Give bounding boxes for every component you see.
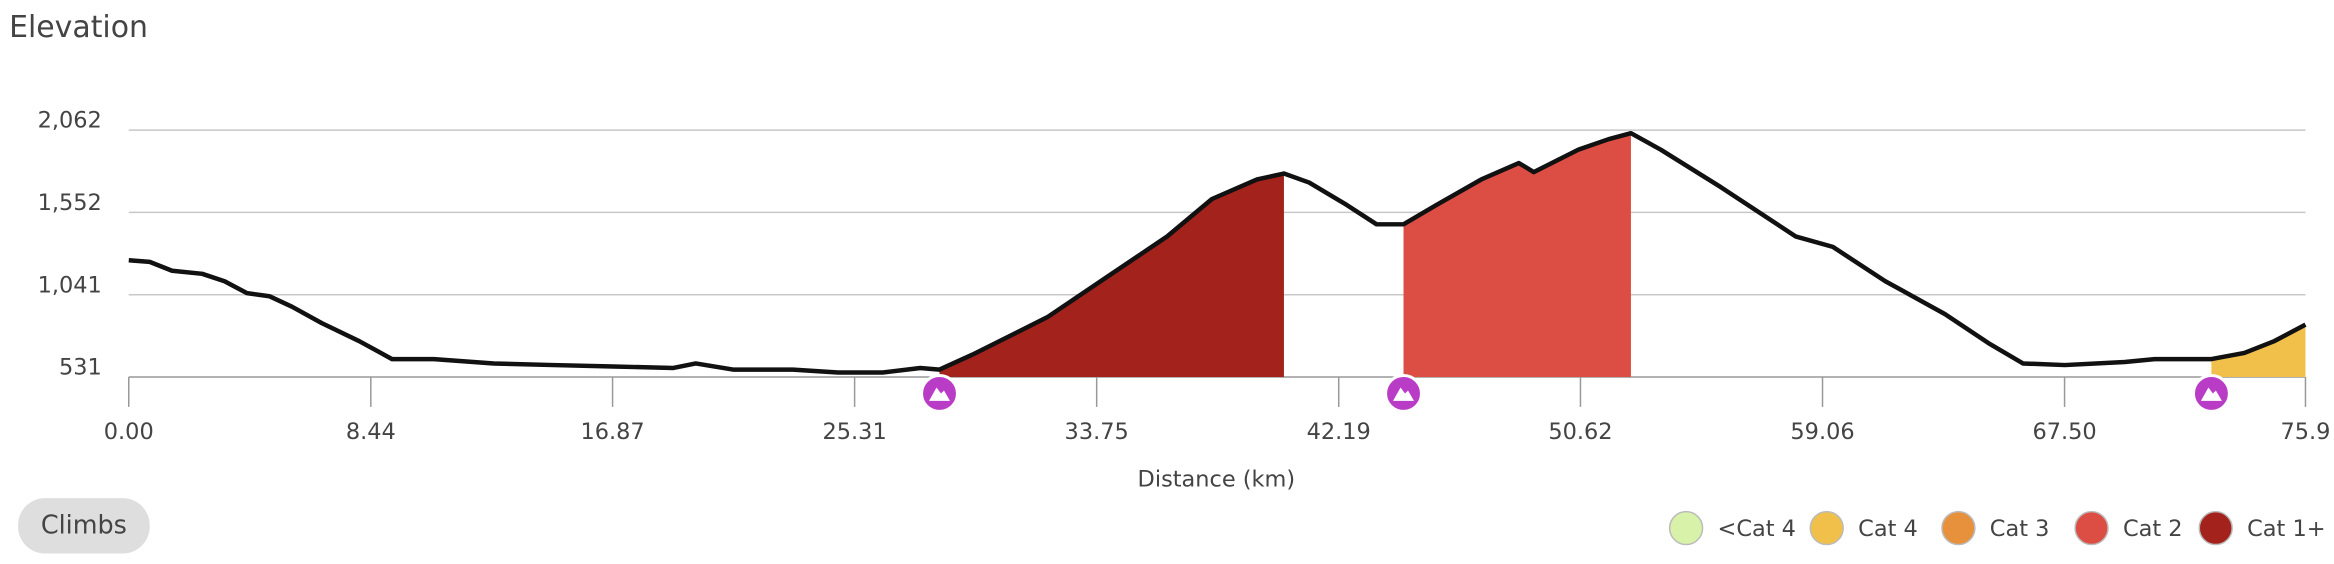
legend-label: Cat 4 bbox=[1858, 516, 1918, 542]
x-tick-label: 33.75 bbox=[1065, 419, 1129, 445]
mountain-icon bbox=[2200, 387, 2222, 401]
y-tick-label: 531 bbox=[59, 355, 102, 381]
legend-label: Cat 1+ bbox=[2247, 516, 2325, 542]
x-axis-label: Distance (km) bbox=[1138, 467, 1296, 493]
legend-swatch bbox=[2198, 510, 2233, 546]
legend-swatch bbox=[1668, 510, 1704, 546]
x-tick-label: 42.19 bbox=[1307, 419, 1371, 445]
legend-swatch bbox=[1809, 510, 1844, 546]
x-tick-label: 16.87 bbox=[580, 419, 644, 445]
y-tick-label: 1,041 bbox=[38, 272, 102, 298]
y-tick-label: 2,062 bbox=[38, 108, 102, 134]
chart-title: Elevation bbox=[9, 10, 148, 45]
legend-swatch bbox=[1941, 510, 1976, 546]
x-tick-label: 25.31 bbox=[823, 419, 887, 445]
x-tick-label: 59.06 bbox=[1790, 419, 1854, 445]
legend-swatch bbox=[2074, 510, 2109, 546]
climbs-button-label[interactable]: Climbs bbox=[41, 510, 127, 540]
x-tick-label: 75.9 bbox=[2280, 419, 2330, 445]
x-tick-label: 50.62 bbox=[1548, 419, 1612, 445]
climb-area bbox=[1403, 133, 1631, 377]
legend-label: <Cat 4 bbox=[1718, 516, 1796, 542]
y-tick-label: 1,552 bbox=[38, 190, 102, 216]
mountain-icon bbox=[1393, 387, 1415, 401]
climbs-button[interactable] bbox=[18, 498, 150, 554]
x-tick-label: 8.44 bbox=[346, 419, 396, 445]
elevation-line bbox=[128, 130, 2307, 375]
x-tick-label: 67.50 bbox=[2032, 419, 2096, 445]
x-tick-label: 0.00 bbox=[104, 419, 154, 445]
legend-label: Cat 2 bbox=[2123, 516, 2183, 542]
legend-label: Cat 3 bbox=[1990, 516, 2050, 542]
mountain-icon bbox=[929, 387, 950, 401]
